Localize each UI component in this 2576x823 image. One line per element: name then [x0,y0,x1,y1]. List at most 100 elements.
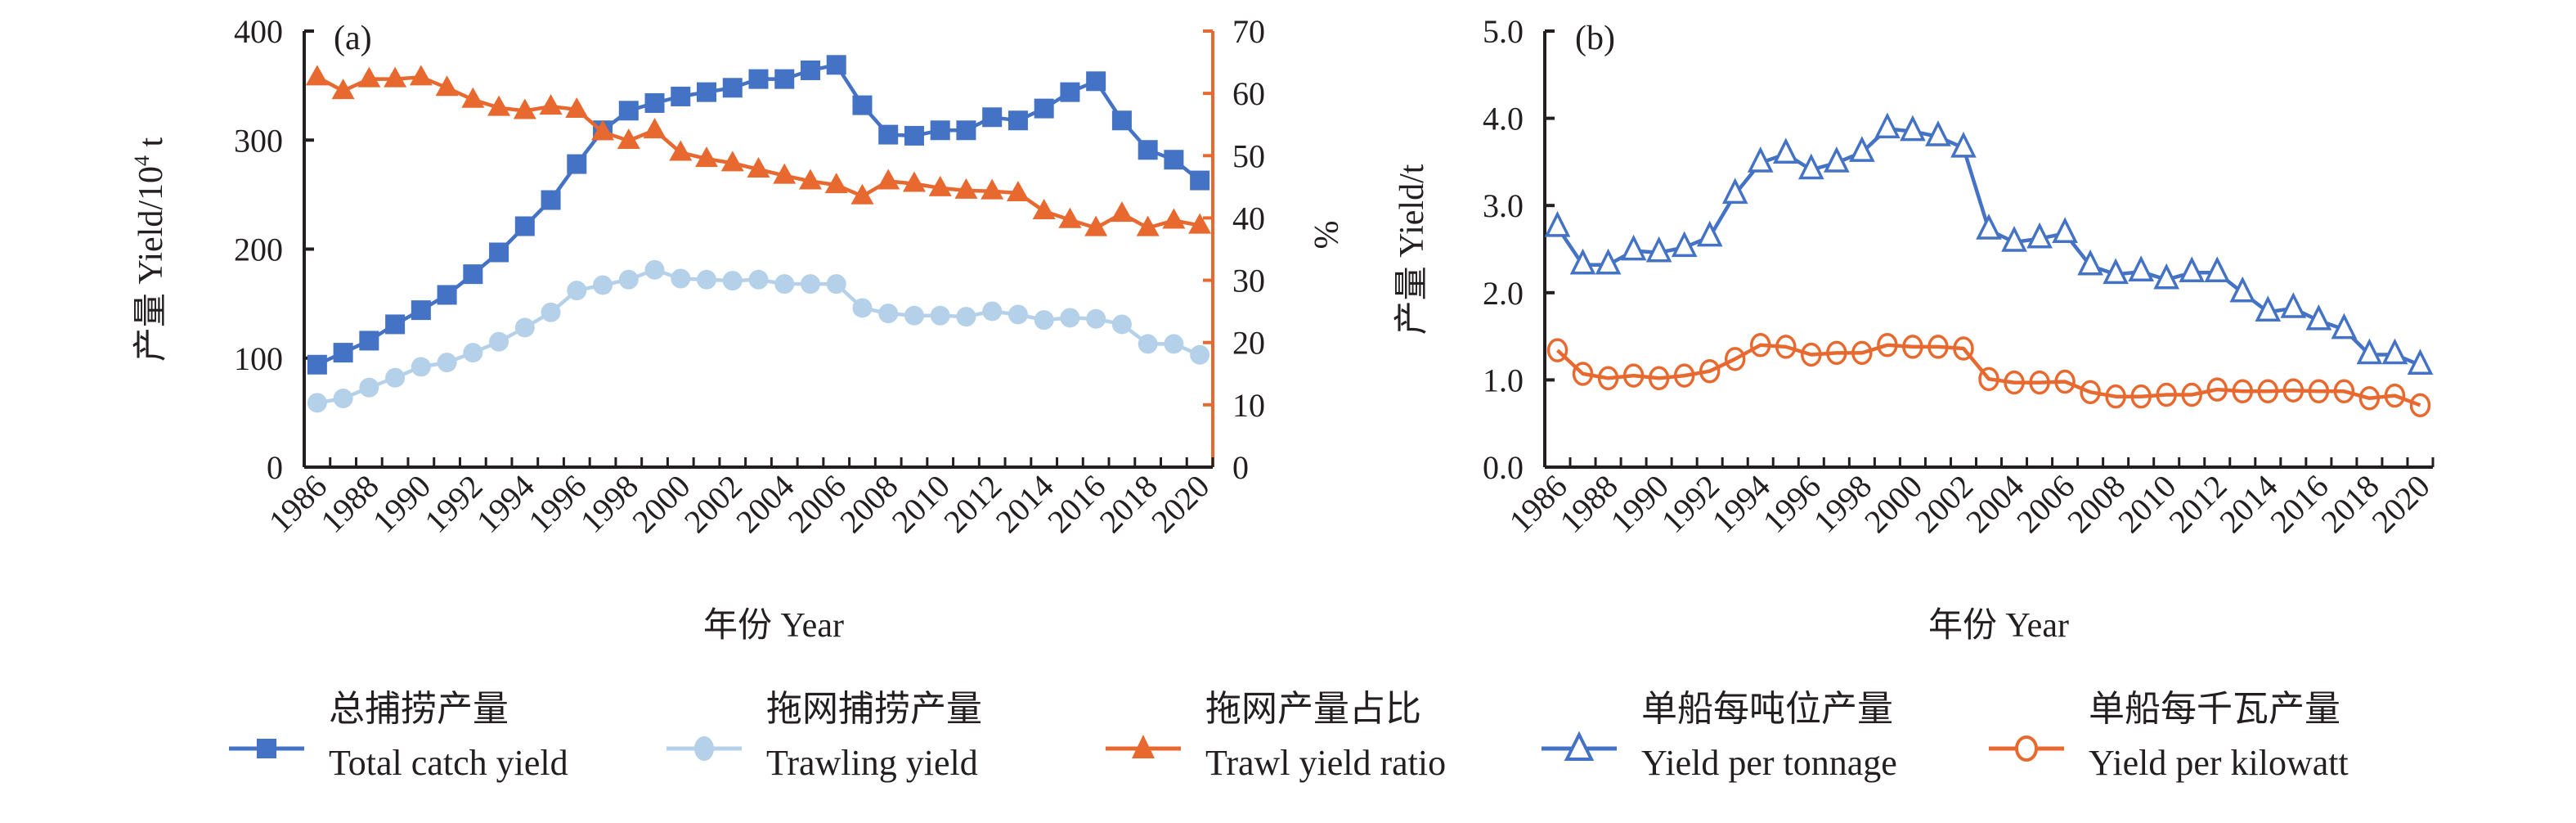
data-point [1645,236,1672,263]
data-point [644,259,665,280]
data-point [1772,137,1799,164]
data-point [409,65,433,86]
panel-a-y-axis-title-sup: 4 [130,155,154,166]
data-point [591,119,615,141]
panel-b-x-axis-title: 年份 Year [1928,606,2069,645]
data-point [1111,110,1132,131]
panel-b-y-axis-title: 产量 Yield/t [1393,164,1431,335]
y-tick-label: 0 [267,449,283,486]
data-point [748,69,769,89]
data-point [2308,379,2330,404]
data-point [1086,308,1106,329]
data-point [852,298,873,318]
data-point [1849,136,1875,162]
circle-marker-icon [666,736,742,761]
data-point [463,343,483,363]
panel-a-x-axis-ticks: 1986198819901992199419961998200020022004… [262,457,1216,540]
panel-a-label: (a) [334,20,372,57]
data-point [2282,378,2304,403]
data-point [1597,366,1619,391]
series-line [1555,343,2421,407]
data-point [904,125,924,146]
data-point [697,269,717,290]
x-tick-label: 2020 [2364,468,2436,540]
data-point [1060,308,1080,328]
y2-tick-label: 40 [1232,200,1265,236]
data-point [1110,201,1133,223]
data-point [774,274,795,295]
data-point [2356,338,2383,365]
data-point [541,302,561,322]
y-tick-label: 300 [234,122,283,159]
panel-a-y2-axis-title: % [1307,221,1344,250]
data-point [2128,255,2155,281]
data-point [2204,256,2231,283]
data-point [1138,334,1158,354]
data-point [2001,226,2027,252]
legend-label-zh: 单船每吨位产量 [1641,689,1893,729]
data-point [1721,178,1748,205]
x-tick-label: 2020 [1144,468,1216,540]
panel-a-x-axis-title: 年份 Year [703,606,844,645]
data-point [1572,362,1594,386]
data-point [2305,304,2332,331]
data-point [2232,379,2254,404]
data-point [956,307,976,327]
data-point [1006,180,1030,201]
y-tick-label: 0.0 [1483,449,1524,486]
data-point [411,300,431,321]
data-point [1877,333,1898,358]
legend-label-en: Trawling yield [766,743,978,783]
data-point [1164,334,1184,354]
panel-a: (a) 0 100 200 300 400 0 10 20 30 40 50 60 70 198619… [130,13,1344,645]
data-point [539,94,563,115]
y-tick-label: 2.0 [1483,275,1524,312]
data-point [697,82,717,102]
legend-label-zh: 拖网产量占比 [1205,689,1421,729]
legend-label: 单船每千瓦产量 Yield per kilowatt [2089,682,2349,790]
data-point [2229,276,2256,303]
data-point [618,269,639,290]
data-point [1008,110,1028,131]
data-point [1671,231,1698,258]
data-point [1190,344,1210,365]
series-circle-filled [307,259,1210,413]
data-point [773,163,797,184]
data-point [463,264,483,285]
data-point [981,178,1004,200]
data-point [748,269,769,290]
panel-a-y-axis-title-main: 产量 Yield/10 [132,166,170,362]
legend-label-en: Total catch yield [329,743,568,783]
data-point [954,178,978,199]
data-point [956,120,976,141]
data-point [1569,248,1596,275]
data-point [902,171,926,192]
data-point [2206,377,2228,402]
data-point [384,66,407,88]
data-point [930,120,950,141]
data-point [644,92,665,113]
data-point [385,314,406,335]
data-point [1136,215,1160,236]
data-point [1544,210,1571,237]
data-point [2054,369,2076,394]
data-point [1595,248,1622,275]
data-point [2156,382,2177,407]
open-triangle-marker-icon [1542,731,1617,761]
chart-canvas: (a) 0 100 200 300 400 0 10 20 30 40 50 60 70 198619… [130,13,2437,645]
legend-label-en: Yield per kilowatt [2089,743,2349,783]
legend-label: 总捕捞产量 Total catch yield [329,682,568,790]
data-point [1851,340,1873,366]
data-point [305,65,329,86]
data-point [307,354,327,375]
data-point [1190,170,1210,191]
data-point [2255,295,2282,322]
data-point [671,86,691,106]
data-point [487,95,511,116]
data-point [1724,347,1746,371]
data-point [1162,208,1186,229]
data-point [618,101,639,121]
data-point [411,357,431,377]
y-tick-label: 5.0 [1483,13,1524,50]
y-tick-label: 3.0 [1483,187,1524,224]
